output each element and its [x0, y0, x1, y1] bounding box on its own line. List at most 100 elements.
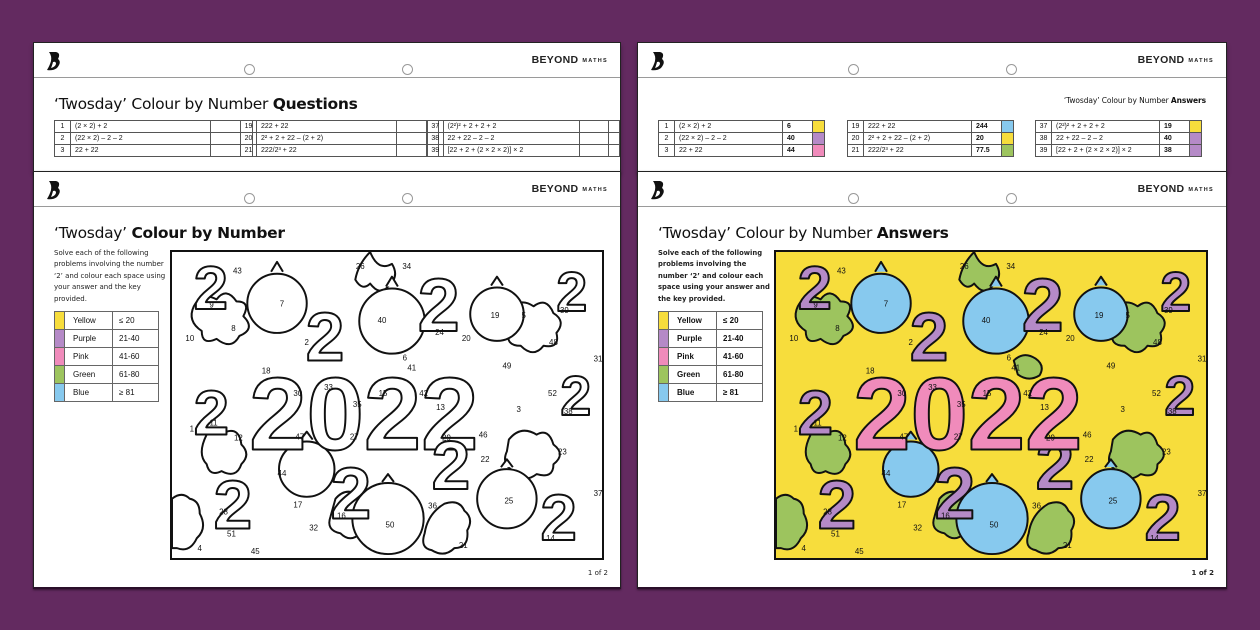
- svg-text:4: 4: [198, 544, 203, 553]
- beyond-logo-icon: [651, 52, 664, 71]
- svg-text:49: 49: [502, 361, 511, 370]
- svg-text:33: 33: [928, 383, 937, 392]
- table-row: 2 (22 × 2) – 2 – 2: [54, 132, 253, 145]
- colour-swatch: [1189, 120, 1202, 133]
- svg-text:2: 2: [818, 466, 857, 544]
- punch-hole: [1006, 64, 1017, 75]
- table-row: 3 22 + 22 44: [658, 144, 825, 157]
- page-title: ‘Twosday’ Colour by Number: [54, 224, 285, 242]
- colour-cell[interactable]: [607, 144, 621, 157]
- svg-text:52: 52: [548, 389, 557, 398]
- svg-text:9: 9: [209, 300, 214, 309]
- colour-swatch: [54, 347, 65, 366]
- answer-cell[interactable]: [396, 144, 427, 157]
- svg-text:22: 22: [481, 455, 490, 464]
- answer-cell[interactable]: [579, 120, 609, 133]
- punch-hole: [848, 64, 859, 75]
- answers-table-2: 19 222 + 22 244 20 2² + 2 + 22 – (2 + 2) 20 …: [847, 120, 1014, 157]
- svg-text:23: 23: [1162, 447, 1171, 456]
- svg-text:2: 2: [418, 263, 460, 347]
- colour-cell[interactable]: [607, 120, 621, 133]
- colour-swatch: [812, 132, 825, 145]
- colour-key-table: Yellow ≤ 20 Purple 21-40 Pink 41-60 Green 61…: [658, 311, 763, 402]
- svg-text:23: 23: [558, 447, 567, 456]
- svg-text:6: 6: [403, 354, 408, 363]
- svg-text:7: 7: [280, 299, 284, 308]
- svg-text:12: 12: [838, 434, 847, 443]
- svg-text:2: 2: [560, 365, 591, 427]
- colour-swatch: [1189, 132, 1202, 145]
- svg-text:17: 17: [897, 501, 906, 510]
- svg-text:19: 19: [1095, 311, 1104, 320]
- svg-text:2: 2: [798, 379, 833, 449]
- key-row: Pink 41-60: [54, 347, 159, 366]
- answer-cell[interactable]: [210, 132, 241, 145]
- svg-text:39: 39: [1164, 306, 1173, 315]
- colour-swatch: [54, 383, 65, 402]
- svg-text:28: 28: [219, 508, 228, 517]
- answer-cell[interactable]: [396, 132, 427, 145]
- svg-text:14: 14: [1150, 534, 1159, 543]
- svg-text:17: 17: [293, 501, 302, 510]
- answer-cell[interactable]: [579, 132, 609, 145]
- svg-text:2: 2: [556, 261, 587, 323]
- svg-text:12: 12: [234, 434, 243, 443]
- colour-swatch: [658, 365, 669, 384]
- questions-sheet: BEYOND MATHS ‘Twosday’ Colour by Number Q…: [33, 42, 621, 172]
- svg-text:48: 48: [549, 338, 558, 347]
- svg-text:34: 34: [402, 262, 411, 271]
- svg-text:41: 41: [407, 363, 416, 372]
- table-row: 39 [22 + 2 + (2 × 2 × 2)] × 2 38: [1035, 144, 1202, 157]
- svg-text:33: 33: [324, 383, 333, 392]
- svg-text:30: 30: [897, 389, 906, 398]
- svg-text:2022: 2022: [853, 357, 1082, 472]
- svg-text:4: 4: [802, 544, 807, 553]
- colour-swatch: [1001, 132, 1014, 145]
- svg-text:39: 39: [560, 306, 569, 315]
- questions-table-2: 19 222 + 22 20 2² + 2 + 22 – (2 + 2) 21 222…: [240, 120, 439, 157]
- svg-text:19: 19: [491, 311, 500, 320]
- beyond-logo-icon: [651, 181, 664, 200]
- answer-cell[interactable]: [396, 120, 427, 133]
- table-row: 38 22 + 22 – 2 – 2 40: [1035, 132, 1202, 145]
- table-row: 3 22 + 22: [54, 144, 253, 157]
- colour-swatch: [658, 383, 669, 402]
- svg-text:29: 29: [442, 434, 451, 443]
- svg-text:2: 2: [1022, 263, 1064, 347]
- svg-text:2: 2: [305, 338, 309, 347]
- answer-cell[interactable]: [210, 120, 241, 133]
- brand-wordmark: BEYOND MATHS: [531, 54, 608, 66]
- svg-text:50: 50: [990, 520, 999, 529]
- table-row: 20 2² + 2 + 22 – (2 + 2): [240, 132, 439, 145]
- svg-text:1: 1: [794, 425, 799, 434]
- beyond-logo-icon: [47, 52, 60, 71]
- svg-text:29: 29: [1046, 434, 1055, 443]
- colouring-picture-blank[interactable]: 2 2 2 2 2 2022 2 2 2 2 2 43 9 7 26 34 8 10 2 40…: [170, 250, 604, 560]
- page-number: 1 of 2: [1191, 569, 1214, 577]
- svg-text:27: 27: [350, 433, 359, 442]
- answer-cell[interactable]: [579, 144, 609, 157]
- svg-text:28: 28: [823, 508, 832, 517]
- colour-cell[interactable]: [607, 132, 621, 145]
- page-number: 1 of 2: [587, 569, 608, 577]
- colouring-picture-coloured: 2 2 2 2 2 2 2 2 2 2 2022 43 9 7 26 34 8 10 2 40…: [774, 250, 1208, 560]
- svg-text:52: 52: [1152, 389, 1161, 398]
- svg-text:22: 22: [1085, 455, 1094, 464]
- table-row: 1 (2 × 2) + 2: [54, 120, 253, 133]
- svg-text:50: 50: [386, 520, 395, 529]
- svg-text:5: 5: [522, 311, 527, 320]
- key-row: Yellow ≤ 20: [658, 311, 763, 330]
- svg-text:32: 32: [309, 523, 318, 532]
- svg-text:2: 2: [1160, 261, 1191, 323]
- answer-cell[interactable]: [210, 144, 241, 157]
- svg-text:34: 34: [1006, 262, 1015, 271]
- svg-text:25: 25: [504, 497, 513, 506]
- svg-text:31: 31: [1198, 355, 1206, 364]
- svg-text:2: 2: [541, 481, 577, 554]
- svg-text:48: 48: [1153, 338, 1162, 347]
- svg-text:46: 46: [479, 431, 488, 440]
- svg-text:2: 2: [306, 298, 345, 376]
- brand-wordmark: BEYOND MATHS: [531, 183, 608, 195]
- beyond-logo-icon: [47, 181, 60, 200]
